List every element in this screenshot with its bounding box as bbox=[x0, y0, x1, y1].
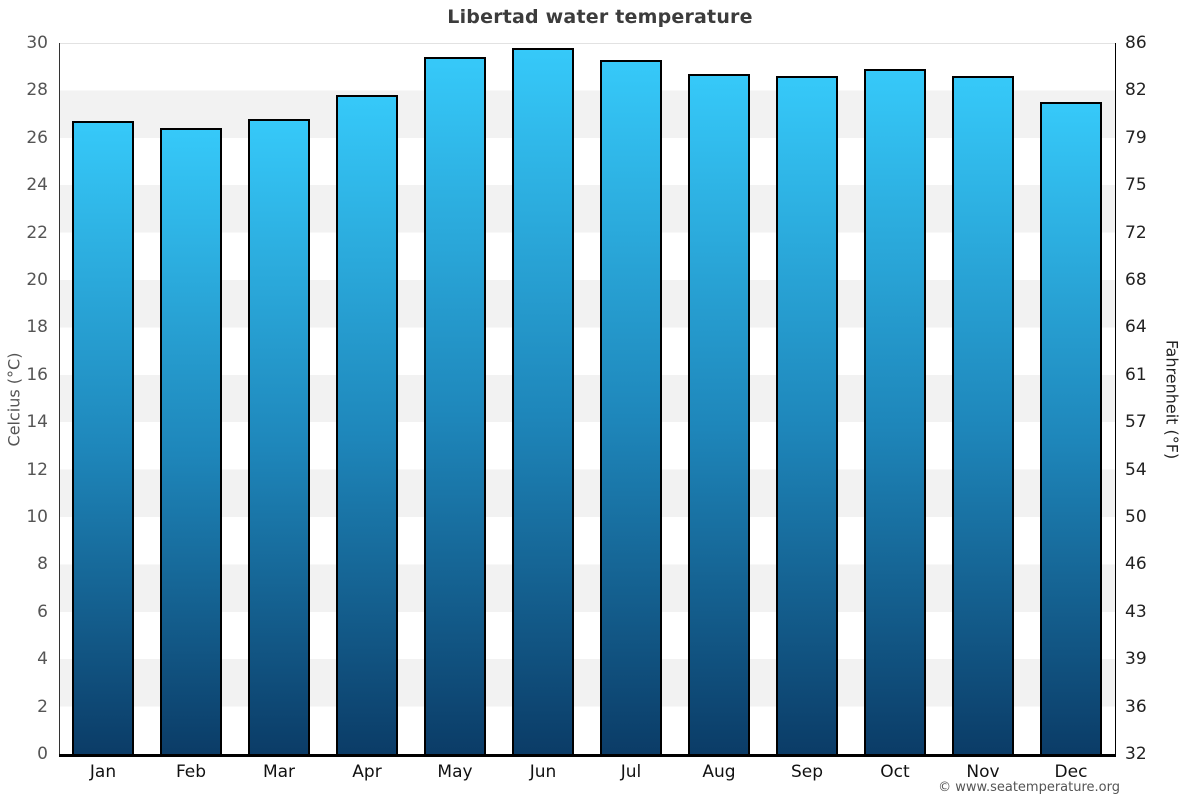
x-tick-oct: Oct bbox=[880, 762, 910, 782]
y-tick-right-64: 64 bbox=[1125, 317, 1147, 338]
bar-oct bbox=[864, 69, 926, 754]
y-tick-right-39: 39 bbox=[1125, 649, 1147, 670]
bar-aug bbox=[688, 73, 750, 754]
bar-jan bbox=[72, 121, 134, 754]
bar-slot-mar bbox=[235, 43, 323, 754]
y-tick-right-86: 86 bbox=[1125, 33, 1147, 53]
bar-slot-aug bbox=[675, 43, 763, 754]
y-tick-left-2: 2 bbox=[37, 696, 48, 717]
y-tick-right-46: 46 bbox=[1125, 554, 1147, 575]
bar-feb bbox=[160, 128, 222, 754]
y-tick-left-30: 30 bbox=[26, 33, 48, 53]
y-tick-left-18: 18 bbox=[26, 317, 48, 338]
bar-slot-jun bbox=[499, 43, 587, 754]
y-tick-right-32: 32 bbox=[1125, 744, 1147, 764]
bar-jul bbox=[600, 59, 662, 754]
bar-nov bbox=[952, 76, 1014, 754]
x-tick-jul: Jul bbox=[620, 762, 642, 782]
y-tick-left-10: 10 bbox=[26, 507, 48, 527]
y-axis-right-title: Fahrenheit (°F) bbox=[1162, 339, 1182, 460]
bar-slot-feb bbox=[147, 43, 235, 754]
y-tick-left-24: 24 bbox=[26, 175, 48, 196]
y-tick-left-14: 14 bbox=[26, 412, 48, 433]
y-tick-left-26: 26 bbox=[26, 127, 48, 148]
x-tick-jun: Jun bbox=[529, 762, 557, 782]
x-tick-dec: Dec bbox=[1054, 762, 1088, 782]
x-tick-mar: Mar bbox=[262, 762, 296, 782]
y-axis-left-line bbox=[59, 43, 60, 757]
bars-container bbox=[59, 43, 1115, 754]
chart-title: Libertad water temperature bbox=[447, 6, 753, 28]
bar-slot-apr bbox=[323, 43, 411, 754]
copyright: © www.seatemperature.org bbox=[938, 780, 1120, 795]
bar-dec bbox=[1040, 102, 1102, 754]
bar-may bbox=[424, 57, 486, 754]
bar-slot-jan bbox=[59, 43, 147, 754]
plot-area bbox=[59, 43, 1115, 754]
y-tick-left-28: 28 bbox=[26, 80, 48, 101]
y-tick-left-16: 16 bbox=[26, 364, 48, 385]
y-tick-left-20: 20 bbox=[26, 270, 48, 290]
y-tick-right-72: 72 bbox=[1125, 222, 1147, 243]
y-axis-left-title: Celcius (°C) bbox=[4, 352, 24, 447]
y-tick-right-75: 75 bbox=[1125, 175, 1147, 196]
bar-slot-may bbox=[411, 43, 499, 754]
bar-slot-jul bbox=[587, 43, 675, 754]
x-tick-sep: Sep bbox=[790, 762, 824, 782]
y-tick-right-82: 82 bbox=[1125, 80, 1147, 101]
bar-mar bbox=[248, 118, 310, 754]
x-tick-apr: Apr bbox=[352, 762, 382, 782]
x-tick-nov: Nov bbox=[966, 762, 1000, 782]
bar-jun bbox=[512, 47, 574, 754]
x-tick-feb: Feb bbox=[175, 762, 207, 782]
y-tick-right-57: 57 bbox=[1125, 412, 1147, 433]
y-tick-left-12: 12 bbox=[26, 459, 48, 480]
y-tick-right-36: 36 bbox=[1125, 696, 1147, 717]
y-tick-right-61: 61 bbox=[1125, 364, 1147, 385]
x-tick-aug: Aug bbox=[702, 762, 736, 782]
top-gridline bbox=[59, 43, 1116, 44]
x-tick-jan: Jan bbox=[89, 762, 117, 782]
y-tick-left-22: 22 bbox=[26, 222, 48, 243]
y-tick-right-79: 79 bbox=[1125, 127, 1147, 148]
bar-apr bbox=[336, 95, 398, 754]
bar-slot-dec bbox=[1027, 43, 1115, 754]
y-tick-right-54: 54 bbox=[1125, 459, 1147, 480]
x-axis-line bbox=[59, 754, 1116, 757]
bar-slot-nov bbox=[939, 43, 1027, 754]
y-tick-left-8: 8 bbox=[37, 554, 48, 575]
y-tick-right-68: 68 bbox=[1125, 270, 1147, 290]
x-tick-may: May bbox=[437, 762, 473, 782]
y-tick-left-6: 6 bbox=[37, 601, 48, 622]
y-tick-right-43: 43 bbox=[1125, 601, 1147, 622]
bar-slot-oct bbox=[851, 43, 939, 754]
bar-slot-sep bbox=[763, 43, 851, 754]
y-tick-left-0: 0 bbox=[37, 744, 48, 764]
bar-sep bbox=[776, 76, 838, 754]
y-tick-right-50: 50 bbox=[1125, 507, 1147, 527]
y-axis-right-line bbox=[1115, 43, 1116, 757]
y-tick-left-4: 4 bbox=[37, 649, 48, 670]
